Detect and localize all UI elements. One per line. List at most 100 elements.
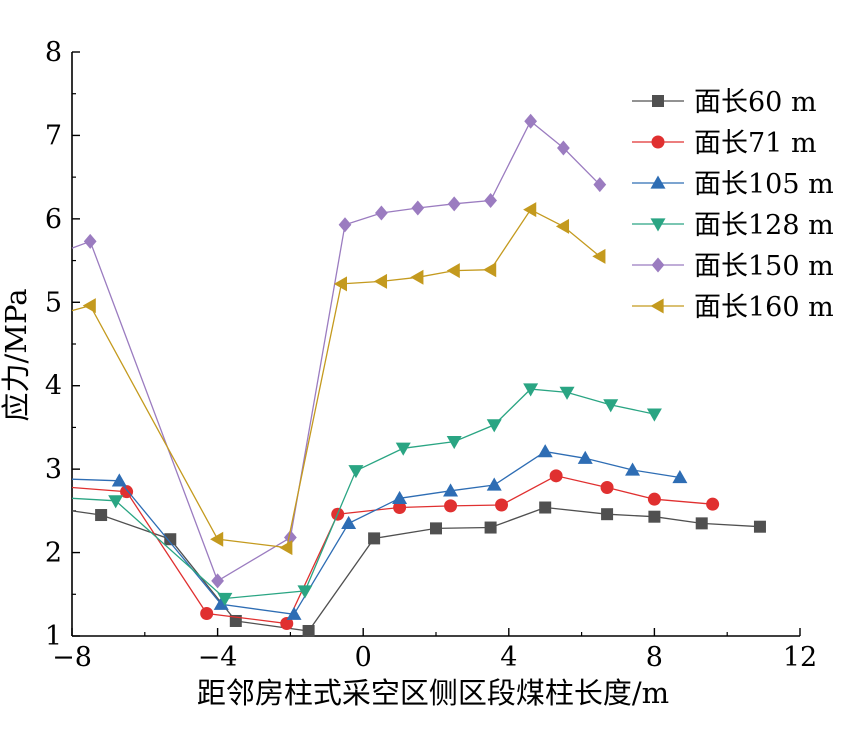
- data-point: [213, 596, 229, 610]
- data-point: [95, 509, 108, 522]
- x-tick-label: −4: [198, 642, 238, 673]
- data-point: [601, 508, 614, 521]
- data-point: [600, 480, 614, 494]
- data-point: [706, 497, 720, 511]
- legend-label: 面长60 m: [694, 87, 817, 118]
- series-line: [71, 120, 601, 582]
- data-point: [164, 533, 177, 546]
- data-point: [120, 485, 134, 499]
- data-point: [555, 218, 570, 234]
- series-line: [71, 506, 761, 632]
- legend-label: 面长150 m: [694, 251, 834, 282]
- data-point: [297, 585, 313, 599]
- data-point: [348, 465, 364, 479]
- x-tick-label: −8: [52, 642, 92, 673]
- legend-marker: [652, 95, 664, 107]
- y-tick-label: 2: [45, 538, 62, 569]
- series-5: [71, 113, 607, 589]
- data-point: [279, 540, 293, 556]
- data-point: [111, 473, 127, 487]
- data-point: [753, 520, 766, 533]
- data-point: [210, 531, 224, 547]
- data-point: [559, 386, 575, 400]
- data-point: [523, 202, 537, 218]
- series-line: [71, 475, 713, 625]
- series-line: [71, 208, 601, 549]
- data-point: [592, 248, 606, 264]
- data-point: [108, 495, 124, 509]
- data-point: [495, 498, 509, 512]
- legend-label: 面长160 m: [694, 292, 834, 323]
- series-4: [71, 383, 662, 606]
- legend-label: 面长71 m: [694, 128, 817, 159]
- series-2: [71, 469, 720, 630]
- data-point: [373, 273, 388, 289]
- data-point: [446, 263, 460, 279]
- legend-item: 面长60 m: [632, 87, 817, 118]
- y-axis-title: 应力/MPa: [0, 289, 33, 422]
- legend-marker: [651, 257, 665, 273]
- data-point: [523, 383, 539, 397]
- x-axis-title: 距邻房柱式采空区侧区段煤柱长度/m: [197, 676, 669, 710]
- data-point: [280, 616, 294, 630]
- series-group: [71, 113, 766, 637]
- data-point: [341, 515, 357, 529]
- data-point: [646, 408, 662, 422]
- data-point: [539, 501, 552, 514]
- data-point: [447, 196, 461, 212]
- legend-item: 面长160 m: [632, 292, 834, 323]
- data-point: [443, 483, 459, 497]
- data-point: [486, 419, 502, 433]
- y-tick-label: 4: [45, 371, 62, 402]
- data-point: [537, 444, 553, 458]
- y-tick-label: 3: [45, 454, 62, 485]
- data-point: [549, 469, 563, 483]
- legend-marker: [650, 218, 666, 232]
- legend-marker: [650, 175, 666, 189]
- y-tick-label: 1: [45, 621, 62, 652]
- legend-item: 面长71 m: [632, 128, 817, 159]
- data-point: [483, 262, 497, 278]
- legend-label: 面长105 m: [694, 169, 834, 200]
- data-point: [83, 233, 97, 249]
- data-point: [486, 477, 502, 491]
- data-point: [577, 450, 593, 464]
- data-point: [286, 606, 302, 620]
- data-point: [211, 573, 224, 589]
- data-point: [284, 530, 297, 546]
- data-point: [82, 298, 96, 314]
- data-point: [302, 624, 315, 637]
- data-point: [695, 517, 708, 530]
- data-point: [484, 193, 497, 209]
- series-3: [71, 444, 688, 620]
- data-point: [393, 501, 407, 515]
- data-point: [410, 269, 424, 285]
- legend-item: 面长128 m: [632, 210, 834, 241]
- x-tick-label: 12: [783, 642, 817, 673]
- series-line: [71, 450, 681, 616]
- legend-label: 面长128 m: [694, 210, 834, 241]
- data-point: [430, 522, 442, 535]
- data-point: [648, 510, 661, 523]
- data-point: [368, 532, 381, 545]
- x-tick-label: 8: [646, 642, 663, 673]
- series-line: [71, 388, 655, 600]
- data-point: [338, 217, 352, 233]
- data-point: [557, 140, 570, 156]
- data-point: [524, 113, 538, 129]
- x-tick-label: 0: [355, 642, 372, 673]
- data-point: [593, 177, 607, 193]
- legend-item: 面长150 m: [632, 251, 834, 282]
- data-point: [647, 492, 661, 506]
- data-point: [625, 462, 641, 476]
- data-point: [603, 399, 619, 413]
- data-point: [411, 200, 425, 216]
- data-point: [395, 442, 411, 456]
- data-point: [484, 521, 497, 534]
- data-point: [446, 435, 462, 450]
- legend-item: 面长105 m: [632, 169, 834, 200]
- data-point: [672, 469, 688, 484]
- legend-marker: [650, 298, 664, 314]
